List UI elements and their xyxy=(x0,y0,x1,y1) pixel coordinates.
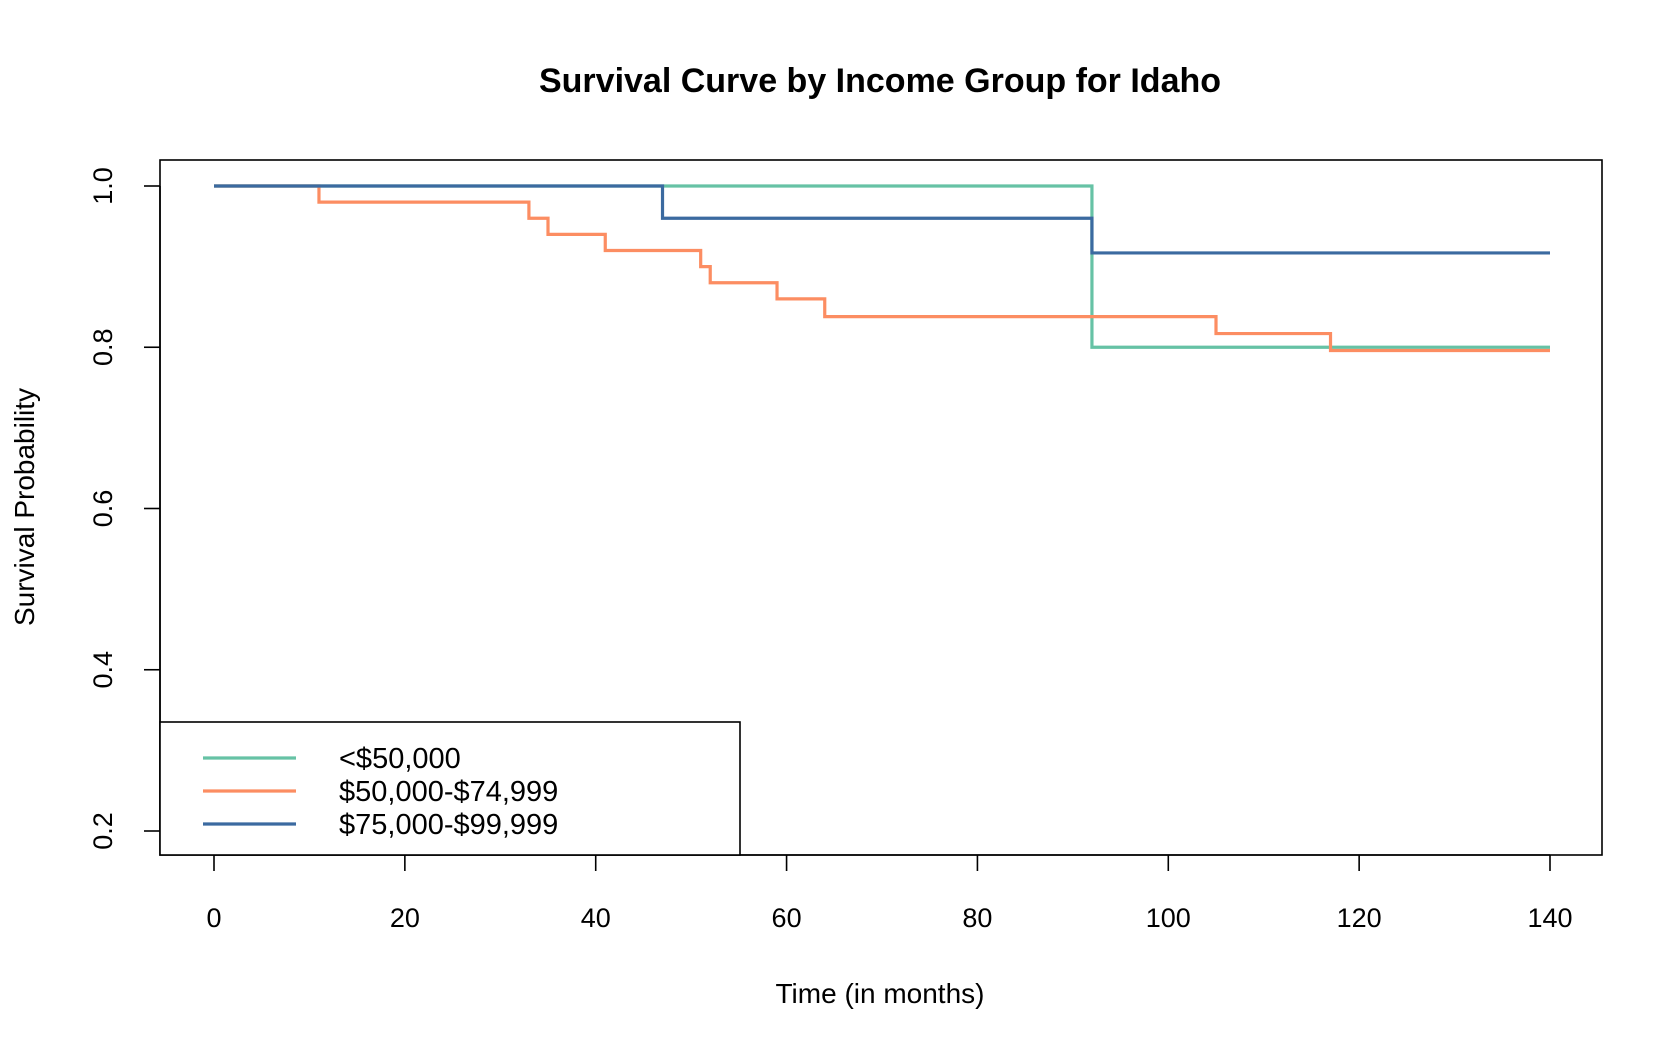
x-tick-label: 120 xyxy=(1337,903,1382,933)
legend-label-0: <$50,000 xyxy=(339,743,461,775)
legend-label-2: $75,000-$99,999 xyxy=(339,809,558,841)
x-tick-label: 100 xyxy=(1146,903,1191,933)
y-tick-label: 0.6 xyxy=(88,490,118,528)
x-tick-label: 80 xyxy=(962,903,992,933)
y-axis: 0.2 0.4 0.6 0.8 1.0 xyxy=(88,167,161,850)
x-tick-label: 140 xyxy=(1527,903,1572,933)
y-axis-label: Survival Probability xyxy=(9,388,40,626)
legend: <$50,000$50,000-$74,999$75,000-$99,999 xyxy=(159,721,741,856)
legend-label-1: $50,000-$74,999 xyxy=(339,776,558,808)
series-line-0 xyxy=(214,184,1550,349)
x-tick-label: 20 xyxy=(390,903,420,933)
series-line-1 xyxy=(214,184,1550,353)
series-line-2 xyxy=(214,184,1550,255)
y-tick-label: 0.4 xyxy=(88,651,118,689)
y-tick-label: 0.8 xyxy=(88,328,118,366)
x-axis: 0 20 40 60 80 100 120 140 xyxy=(206,854,1573,933)
x-tick-label: 60 xyxy=(772,903,802,933)
x-axis-label: Time (in months) xyxy=(775,978,984,1009)
chart-title: Survival Curve by Income Group for Idaho xyxy=(539,62,1221,100)
y-tick-label: 0.2 xyxy=(88,812,118,850)
x-tick-label: 40 xyxy=(581,903,611,933)
legend-box xyxy=(159,721,741,856)
x-tick-label: 0 xyxy=(206,903,221,933)
series-layer xyxy=(214,184,1550,353)
y-tick-label: 1.0 xyxy=(88,167,118,205)
